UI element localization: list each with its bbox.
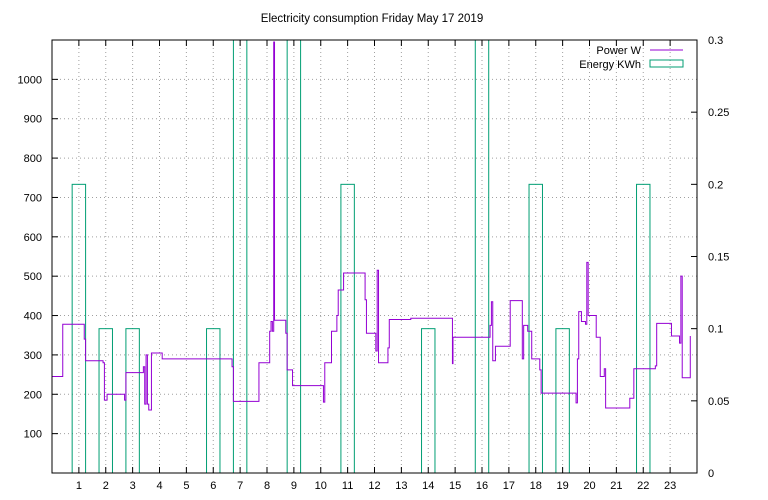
x-tick-label: 11	[342, 480, 353, 492]
legend-label-power: Power W	[596, 45, 641, 57]
x-tick-label: 6	[210, 480, 216, 492]
x-tick-label: 21	[610, 480, 622, 492]
y-tick-label: 700	[24, 192, 42, 204]
x-tick-label: 19	[557, 480, 569, 492]
x-tick-label: 9	[291, 480, 297, 492]
x-tick-label: 14	[422, 480, 434, 492]
y2-tick-label: 0	[708, 468, 714, 480]
y-tick-label: 400	[24, 311, 42, 323]
x-tick-label: 15	[449, 480, 461, 492]
grid-lines	[52, 40, 697, 473]
x-tick-label: 18	[530, 480, 542, 492]
legend-label-energy: Energy KWh	[579, 59, 641, 71]
x-tick-label: 2	[103, 480, 109, 492]
y2-tick-label: 0.25	[708, 107, 729, 119]
y-tick-label: 200	[24, 389, 42, 401]
power-line	[52, 41, 691, 411]
x-tick-label: 8	[264, 480, 270, 492]
y2-tick-label: 0.15	[708, 252, 729, 264]
y2-tick-label: 0.3	[708, 35, 723, 47]
y-tick-label: 900	[24, 114, 42, 126]
x-tick-label: 13	[395, 480, 407, 492]
x-tick-label: 12	[368, 480, 380, 492]
y-tick-label: 100	[24, 429, 42, 441]
y-tick-label: 800	[24, 153, 42, 165]
x-tick-label: 1	[76, 480, 82, 492]
legend-swatch-energy	[649, 59, 684, 68]
power-line-layer	[52, 41, 691, 411]
energy-bars	[71, 39, 651, 474]
x-tick-label: 23	[664, 480, 676, 492]
y-tick-label: 500	[24, 271, 42, 283]
x-tick-label: 10	[315, 480, 327, 492]
x-tick-label: 20	[583, 480, 595, 492]
chart-title: Electricity consumption Friday May 17 20…	[261, 13, 483, 25]
legend: Power W Energy KWh	[579, 45, 684, 71]
y2-tick-label: 0.2	[708, 179, 723, 191]
x-tick-label: 4	[156, 480, 162, 492]
y2-tick-label: 0.1	[708, 324, 723, 336]
x-tick-label: 7	[237, 480, 243, 492]
y2-tick-label: 0.05	[708, 396, 729, 408]
y-tick-label: 300	[24, 350, 42, 362]
x-tick-label: 17	[503, 480, 515, 492]
axis-ticks: 1 2 3 4 5 6 7 8 9 10 11 12 13 14 15 16 17 18 19 20 21 22 23100…	[18, 35, 730, 492]
y-tick-label: 1000	[18, 74, 42, 86]
x-tick-label: 5	[183, 480, 189, 492]
x-tick-label: 3	[130, 480, 136, 492]
x-tick-label: 16	[476, 480, 488, 492]
x-tick-label: 22	[637, 480, 649, 492]
y-tick-label: 600	[24, 232, 42, 244]
